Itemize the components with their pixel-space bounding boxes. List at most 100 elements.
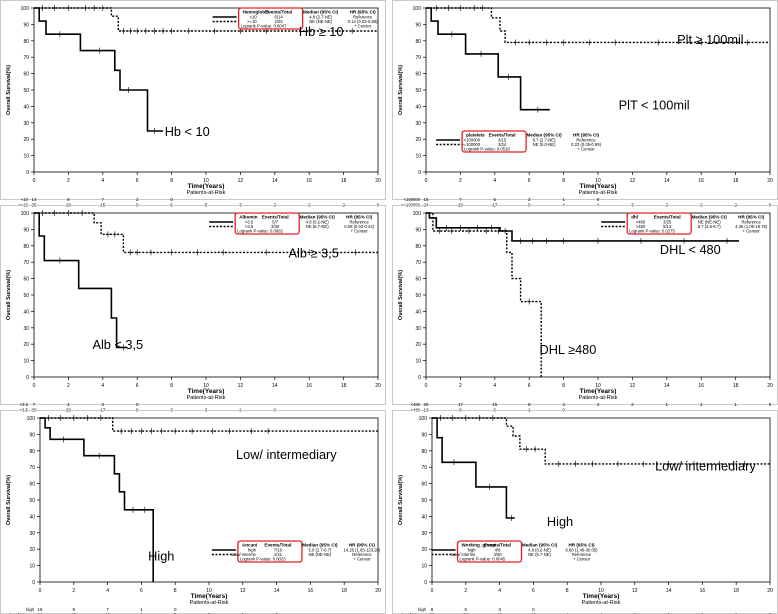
legend-row-label: Low/ interme bbox=[232, 552, 257, 557]
x-tick-label: 4 bbox=[106, 588, 109, 594]
legend-title: dhl bbox=[631, 215, 638, 220]
x-tick-label: 16 bbox=[306, 383, 312, 389]
risk-row-value: 8 bbox=[431, 607, 434, 612]
x-tick-label: 16 bbox=[308, 588, 314, 594]
y-tick-label: 30 bbox=[415, 121, 421, 127]
risk-row-value: 17 bbox=[458, 402, 464, 407]
risk-row-value: 8 bbox=[140, 613, 143, 614]
legend-row-events: 3/30 bbox=[271, 224, 280, 229]
plot-area bbox=[425, 212, 771, 378]
risk-row-value: 3 bbox=[498, 607, 501, 612]
legend-header-events: Events/Total bbox=[265, 10, 292, 15]
legend-header-median: Median (95% CI) bbox=[303, 10, 339, 15]
risk-row-value: 16 bbox=[37, 607, 43, 612]
legend-row-hr: Reference bbox=[352, 552, 372, 557]
legend-row-median: 5.0 (2.7-6.7) bbox=[308, 548, 331, 553]
legend-row-hr: Reference bbox=[572, 552, 592, 557]
censor-legend: + Censor bbox=[573, 557, 591, 562]
y-tick-label: 50 bbox=[415, 88, 421, 94]
x-tick-label: 18 bbox=[341, 588, 347, 594]
y-tick-label: 90 bbox=[23, 227, 29, 233]
y-tick-label: 10 bbox=[415, 359, 421, 365]
risk-row-value: 1 bbox=[666, 402, 669, 407]
panel-frame bbox=[0, 410, 386, 614]
risk-row-value: 13 bbox=[105, 613, 111, 614]
y-tick-label: 0 bbox=[26, 170, 29, 176]
y-tick-label: 60 bbox=[415, 72, 421, 78]
risk-row-value: 2 bbox=[136, 197, 139, 202]
y-tick-label: 40 bbox=[23, 104, 29, 110]
risk-row-value: 2 bbox=[631, 402, 634, 407]
group-annotation: Plt ≥ 100mil bbox=[677, 32, 744, 47]
x-tick-label: 8 bbox=[170, 383, 173, 389]
risk-row-value: 0 bbox=[275, 613, 278, 614]
risk-row-value: 7 bbox=[459, 197, 462, 202]
panel-frame bbox=[0, 0, 386, 200]
censor-legend: + Censor bbox=[353, 557, 371, 562]
legend-row-median: NE (NE-NE) bbox=[698, 220, 721, 225]
logrank-p-value: Logrank P-value: 0.0275 bbox=[629, 229, 675, 234]
y-tick-label: 90 bbox=[415, 227, 421, 233]
y-tick-label: 30 bbox=[29, 531, 35, 537]
panel-frame bbox=[392, 0, 778, 200]
legend-header-hr: HR (95% CI) bbox=[738, 215, 765, 220]
x-tick-label: 20 bbox=[767, 383, 773, 389]
logrank-p-value: Logrank P-value: 0.0045 bbox=[460, 557, 506, 562]
risk-row-value: 0 bbox=[769, 402, 772, 407]
y-tick-label: 70 bbox=[29, 465, 35, 471]
risk-table-title: Patients-at-Risk bbox=[579, 190, 618, 196]
legend-row-events: 1/21 bbox=[274, 552, 283, 557]
plot-area bbox=[39, 417, 379, 583]
group-annotation: High bbox=[547, 514, 573, 529]
x-tick-label: 6 bbox=[528, 383, 531, 389]
x-tick-label: 14 bbox=[274, 588, 280, 594]
risk-row-value: 9 bbox=[73, 607, 76, 612]
x-tick-label: 10 bbox=[595, 383, 601, 389]
x-tick-label: 2 bbox=[67, 178, 70, 184]
risk-row-value: 4 bbox=[566, 613, 569, 614]
group-annotation: High bbox=[148, 549, 174, 564]
legend-row-label: Low/ interme bbox=[452, 552, 477, 557]
legend-header-events: Events/Total bbox=[484, 543, 511, 548]
risk-row-value: 15 bbox=[423, 197, 429, 202]
risk-row-value: 9 bbox=[528, 402, 531, 407]
risk-row-value: 5 bbox=[494, 197, 497, 202]
group-annotation: PlT < 100mil bbox=[619, 98, 690, 113]
risk-row-value: 1 bbox=[667, 613, 670, 614]
legend-header-hr: HR (95% CI) bbox=[573, 133, 600, 138]
risk-row-value: 1 bbox=[700, 402, 703, 407]
x-tick-label: 14 bbox=[664, 383, 670, 389]
legend-row-hr: 0.09 (0.02-0.44) bbox=[344, 224, 374, 229]
x-tick-label: 20 bbox=[767, 178, 773, 184]
x-tick-label: 8 bbox=[174, 588, 177, 594]
risk-row-label: high bbox=[26, 607, 35, 612]
group-annotation: Alb < 3,5 bbox=[92, 337, 143, 352]
y-tick-label: 70 bbox=[23, 55, 29, 61]
y-tick-label: 90 bbox=[29, 432, 35, 438]
x-tick-label: 12 bbox=[630, 383, 636, 389]
y-tick-label: 30 bbox=[415, 326, 421, 332]
y-tick-label: 20 bbox=[29, 547, 35, 553]
x-tick-label: 6 bbox=[136, 178, 139, 184]
legend-header-median: Median (95% CI) bbox=[692, 215, 728, 220]
risk-table-title: Patients-at-Risk bbox=[579, 395, 618, 401]
legend-header-median: Median (95% CI) bbox=[526, 133, 562, 138]
y-tick-label: 20 bbox=[23, 137, 29, 143]
y-tick-label: 0 bbox=[32, 580, 35, 586]
x-tick-label: 0 bbox=[431, 588, 434, 594]
risk-row-value: 0 bbox=[769, 613, 772, 614]
y-tick-label: 30 bbox=[23, 121, 29, 127]
y-axis-title: Overall Survival(%) bbox=[6, 475, 12, 525]
series-line-solid bbox=[40, 417, 154, 582]
y-tick-label: 90 bbox=[415, 22, 421, 28]
y-axis-title: Overall Survival(%) bbox=[398, 65, 404, 115]
series-line-solid bbox=[34, 7, 163, 132]
x-tick-label: 16 bbox=[698, 178, 704, 184]
legend-row-events: 7/16 bbox=[274, 548, 283, 553]
x-tick-label: 4 bbox=[101, 178, 104, 184]
x-tick-label: 14 bbox=[272, 178, 278, 184]
legend-row-label: >3.5 bbox=[245, 224, 254, 229]
legend-header-hr: HR (95% CI) bbox=[350, 10, 377, 15]
y-tick-label: 90 bbox=[23, 22, 29, 28]
